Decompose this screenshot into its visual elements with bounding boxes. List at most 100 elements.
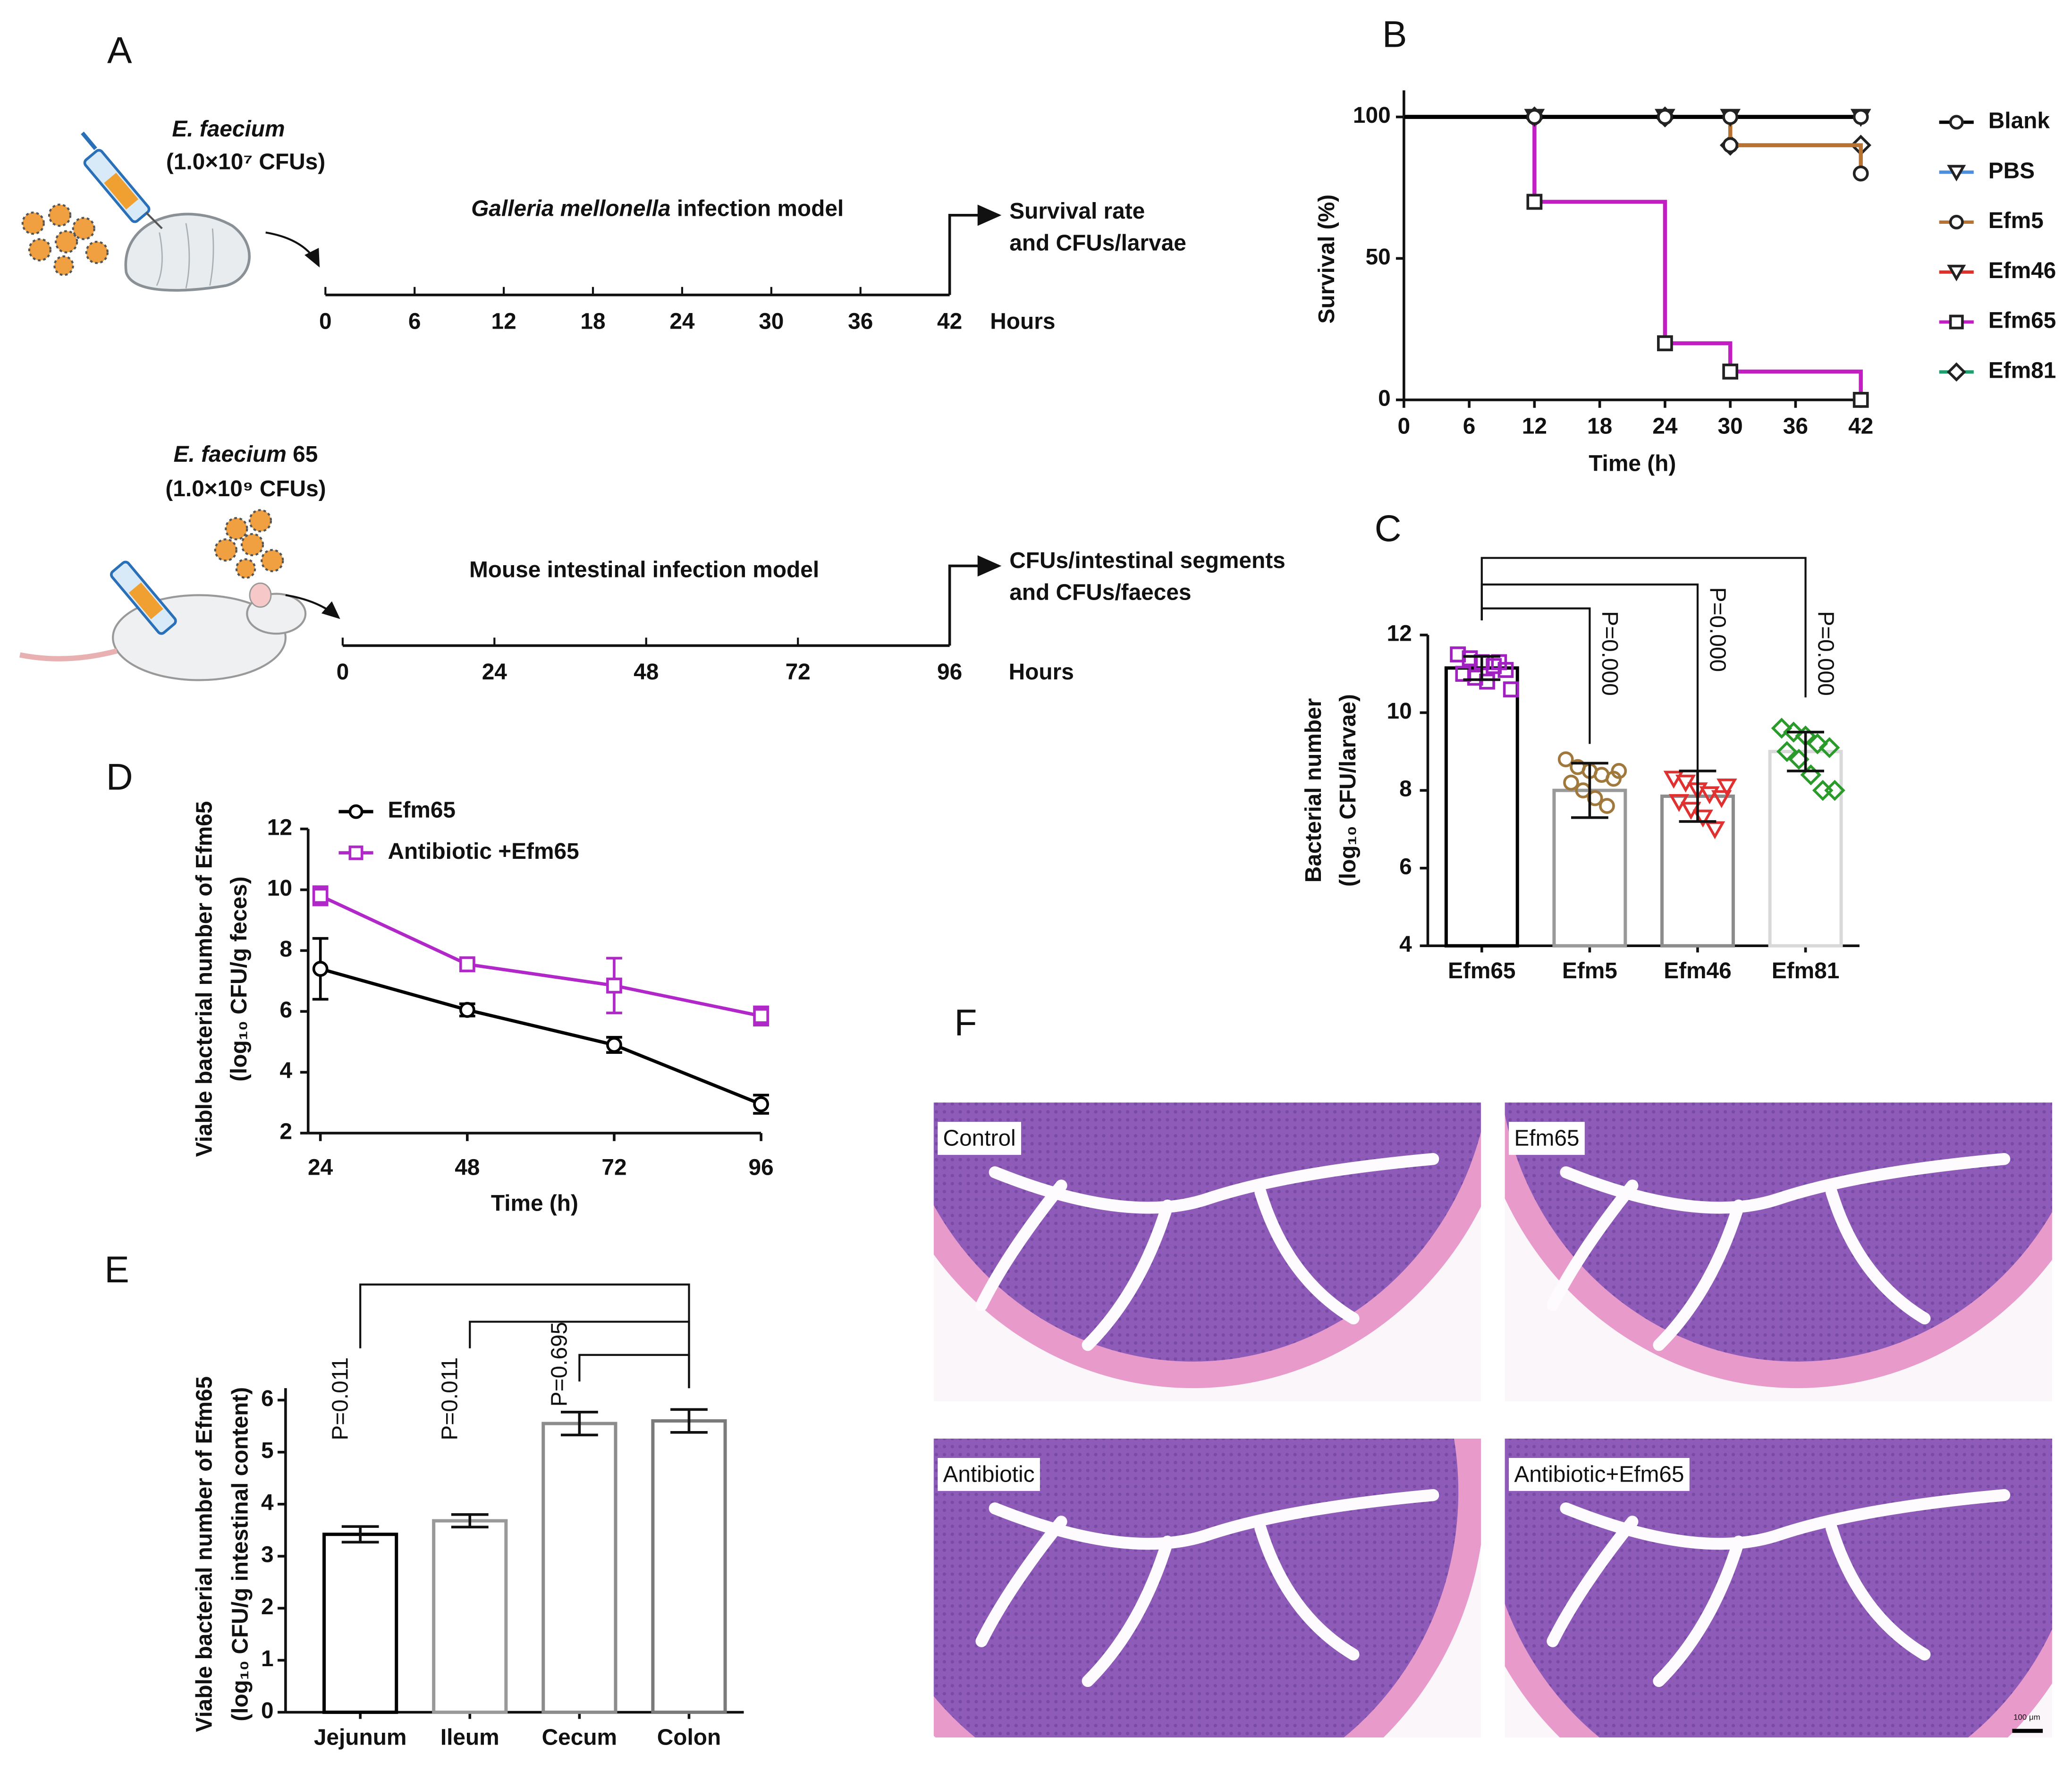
scale-bar-label: 100 μm <box>2013 1712 2040 1721</box>
legend-marker <box>348 804 364 819</box>
timeline-tick-label: 12 <box>491 309 516 334</box>
image-label-bg <box>938 1122 1021 1155</box>
dose: (1.0×10⁷ CFUs) <box>166 150 325 175</box>
marker <box>1563 774 1579 791</box>
y-tick-label: 4 <box>261 1490 274 1515</box>
timeline-unit: Hours <box>1009 660 1074 685</box>
marker <box>1557 751 1574 768</box>
x-tick-label: 24 <box>308 1155 333 1180</box>
marker <box>753 1096 769 1112</box>
timeline-tick-label: 36 <box>848 309 873 334</box>
legend-label: Efm65 <box>1988 308 2056 333</box>
y-tick-label: 8 <box>279 937 292 962</box>
marker <box>1722 137 1739 153</box>
x-tick-label: 0 <box>1398 414 1411 439</box>
image-label-bg <box>1509 1122 1585 1155</box>
marker <box>1783 721 1804 743</box>
y-tick-label: 2 <box>279 1119 292 1144</box>
dose: (1.0×10⁹ CFUs) <box>165 476 326 501</box>
lumen <box>1547 1489 2011 1687</box>
histology-image <box>1505 1102 2052 1402</box>
marker <box>1717 778 1737 797</box>
legend-marker <box>1949 115 1964 130</box>
y-tick-label: 0 <box>1378 386 1391 411</box>
x-tick-label: 18 <box>1587 414 1612 439</box>
step-line <box>1534 200 1667 344</box>
legend-marker <box>1947 264 1966 281</box>
y-axis-label: (log₁₀ CFU/g intestinal content) <box>228 1387 253 1721</box>
y-tick-label: 12 <box>1387 621 1412 646</box>
marker <box>606 1037 622 1053</box>
x-tick-label: 6 <box>1463 414 1476 439</box>
legend-label: Antibiotic +Efm65 <box>388 839 579 864</box>
x-tick-label: 30 <box>1718 414 1743 439</box>
y-tick-label: 1 <box>261 1646 274 1671</box>
histology-image <box>933 1102 1481 1402</box>
x-axis-label: Time (h) <box>1589 451 1676 476</box>
timeline-tick-label: 30 <box>759 309 784 334</box>
marker <box>1611 763 1627 779</box>
marker <box>312 888 329 904</box>
organism-suffix: 65 <box>287 442 318 467</box>
step-line <box>1665 341 1733 372</box>
legend-marker <box>1949 214 1964 229</box>
error-bar <box>341 1525 379 1544</box>
y-axis-label: (log₁₀ CFU/g feces) <box>227 876 252 1081</box>
image-label: Efm65 <box>1514 1126 1579 1151</box>
y-axis-label: Survival (%) <box>1314 195 1339 324</box>
x-tick-label: 42 <box>1848 414 1873 439</box>
legend-label: Blank <box>1988 109 2050 134</box>
model-species: Galleria mellonella <box>471 196 671 221</box>
x-tick-label: 48 <box>455 1155 480 1180</box>
error-bar <box>1463 655 1501 681</box>
error-bar <box>560 1410 598 1437</box>
x-tick-label: 36 <box>1783 414 1808 439</box>
model-title: Galleria mellonella infection model <box>471 196 844 221</box>
marker <box>1657 109 1673 125</box>
x-tick-label: Cecum <box>542 1725 617 1750</box>
marker <box>1657 335 1673 351</box>
legend-label: Efm5 <box>1988 208 2044 233</box>
organism: E. faecium <box>172 116 285 141</box>
mouse-icon <box>19 560 307 681</box>
panel-label: A <box>107 29 132 71</box>
marker <box>1699 786 1720 805</box>
syringe-icon <box>81 131 163 229</box>
timeline-tick-label: 24 <box>669 309 695 334</box>
y-tick-label: 100 <box>1353 103 1391 128</box>
image-label: Antibiotic <box>943 1462 1035 1487</box>
y-tick-label: 10 <box>1387 699 1412 724</box>
marker <box>753 1008 769 1024</box>
histology-panels: Control Efm65 Antibiotic Antibiotic+Efm65 <box>933 1102 2052 1738</box>
y-tick-label: 3 <box>261 1542 274 1568</box>
outcome: and CFUs/larvae <box>1009 230 1186 255</box>
organism-name: E. faecium <box>174 442 287 467</box>
lumen <box>975 1489 1439 1687</box>
model-title: Mouse intestinal infection model <box>469 557 819 582</box>
arrow <box>285 594 340 619</box>
image-label-bg <box>1509 1457 1690 1491</box>
marker <box>1852 165 1869 182</box>
larva-icon <box>124 212 251 292</box>
marker <box>1722 364 1739 380</box>
timeline-tick-label: 42 <box>937 309 962 334</box>
marker <box>1824 780 1845 801</box>
legend-label: Efm65 <box>388 798 456 823</box>
panel-label: E <box>104 1249 129 1290</box>
x-tick-label: Jejunum <box>314 1725 407 1750</box>
arrow <box>265 231 320 268</box>
marker <box>459 956 475 973</box>
x-tick-label: Efm46 <box>1664 958 1732 983</box>
marker <box>1722 109 1739 125</box>
y-tick-label: 6 <box>1399 854 1412 879</box>
marker <box>606 977 622 994</box>
y-tick-label: 4 <box>1399 932 1412 957</box>
y-axis-label: Bacterial number <box>1301 698 1326 883</box>
marker <box>1852 109 1869 125</box>
x-tick-label: Colon <box>657 1725 721 1750</box>
marker <box>1503 681 1519 697</box>
bacteria-icon <box>214 509 284 579</box>
marker <box>1479 673 1495 690</box>
marker <box>1663 771 1684 789</box>
